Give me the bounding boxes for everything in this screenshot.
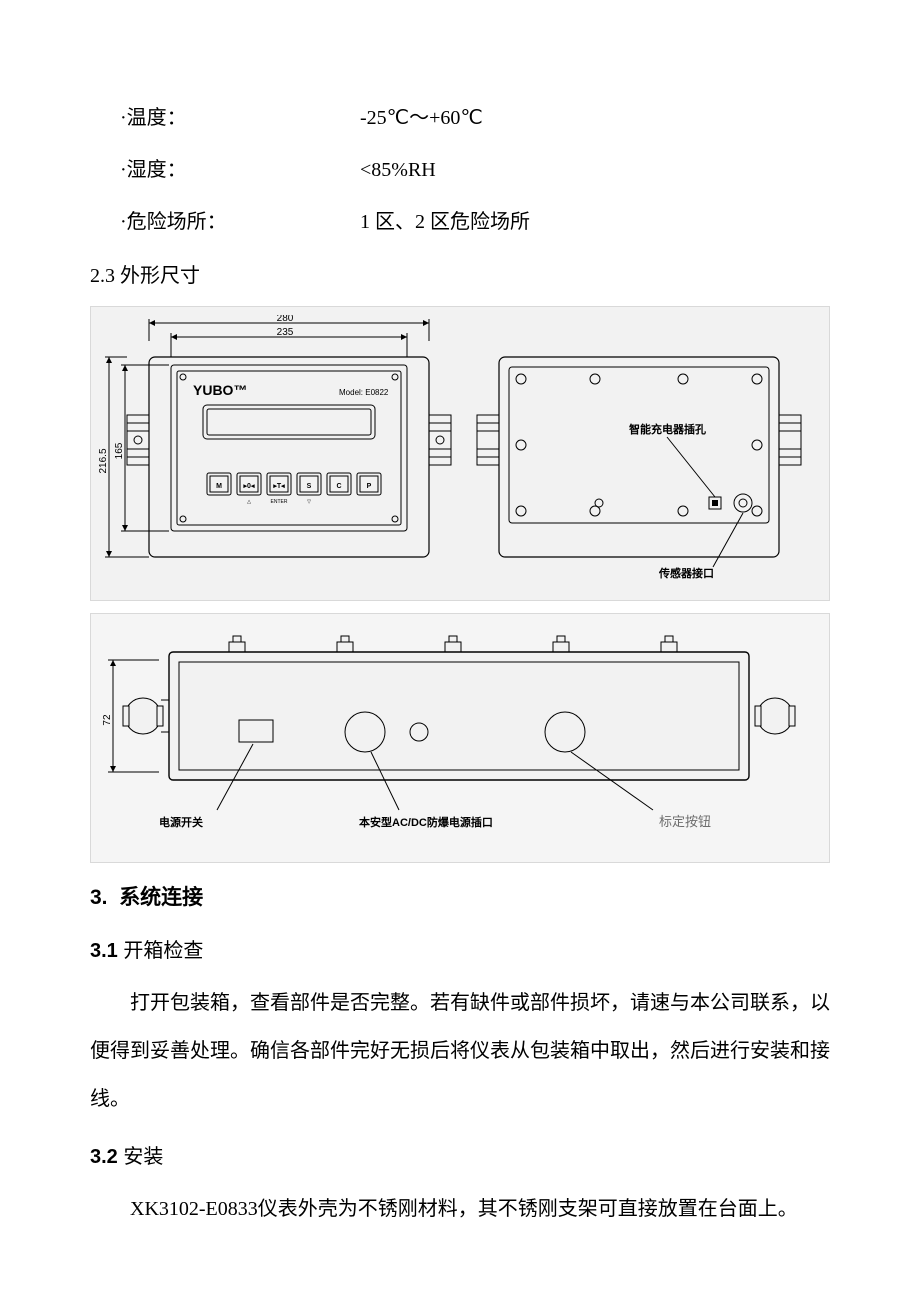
section-num: 2.3: [90, 265, 115, 287]
section-3-1: 3.1 开箱检查: [90, 933, 830, 969]
section-num: 3.1: [90, 940, 118, 962]
figure-bottom: 72: [90, 613, 830, 863]
figure-top: YUBO™ Model: E0822 M ▸0◂△ ▸T◂ENTER S▽ C …: [90, 306, 830, 601]
spec-row-temp: ·温度： -25℃～+60℃: [90, 100, 830, 136]
model-text: Model: E0822: [339, 388, 389, 397]
dim-165: 165: [114, 442, 125, 459]
brand-text: YUBO™: [193, 382, 247, 398]
svg-text:C: C: [336, 483, 341, 490]
section-title: 系统连接: [119, 886, 203, 909]
spec-value: 1 区、2 区危险场所: [360, 204, 530, 240]
para-3-1: 打开包装箱，查看部件是否完整。若有缺件或部件损坏，请速与本公司联系，以便得到妥善…: [90, 979, 830, 1123]
label-power-port: 本安型AC/DC防爆电源插口: [359, 815, 493, 829]
section-title: 开箱检查: [123, 940, 203, 962]
section-3-2: 3.2 安装: [90, 1139, 830, 1175]
section-2-3: 2.3 外形尺寸: [90, 258, 830, 294]
svg-text:M: M: [216, 483, 222, 490]
svg-text:S: S: [307, 483, 312, 490]
section-num: 3.: [90, 886, 108, 909]
button-C: C: [327, 473, 351, 495]
label-power-switch: 电源开关: [159, 815, 203, 829]
spec-value: -25℃～+60℃: [360, 100, 483, 136]
svg-text:△: △: [247, 499, 251, 505]
button-M: M: [207, 473, 231, 495]
section-num: 3.2: [90, 1146, 118, 1168]
spec-label: ·温度：: [120, 100, 360, 136]
spec-label: ·危险场所：: [120, 204, 360, 240]
spec-value: <85%RH: [360, 152, 436, 188]
svg-text:▸T◂: ▸T◂: [272, 483, 285, 490]
label-calib-button: 标定按钮: [659, 814, 711, 829]
svg-text:▸0◂: ▸0◂: [243, 483, 255, 490]
svg-text:▽: ▽: [307, 499, 311, 505]
page: ·温度： -25℃～+60℃ ·湿度： <85%RH ·危险场所： 1 区、2 …: [0, 0, 920, 1301]
dim-280: 280: [277, 315, 294, 324]
dim-72: 72: [102, 714, 113, 726]
spec-row-humidity: ·湿度： <85%RH: [90, 152, 830, 188]
section-title: 外形尺寸: [120, 265, 200, 287]
svg-text:P: P: [367, 483, 372, 490]
dim-216: 216.5: [99, 448, 109, 473]
svg-text:ENTER: ENTER: [271, 499, 288, 505]
spec-row-hazard: ·危险场所： 1 区、2 区危险场所: [90, 204, 830, 240]
section-3: 3. 系统连接: [90, 879, 830, 917]
label-sensor: 传感器接口: [658, 566, 714, 580]
spec-label: ·湿度：: [120, 152, 360, 188]
button-tare: ▸T◂ ENTER: [267, 473, 291, 505]
section-title: 安装: [123, 1146, 163, 1168]
dim-235: 235: [277, 327, 294, 338]
button-P: P: [357, 473, 381, 495]
para-3-2: XK3102-E0833仪表外壳为不锈刚材料，其不锈刚支架可直接放置在台面上。: [90, 1185, 830, 1233]
label-charger: 智能充电器插孔: [629, 422, 706, 436]
